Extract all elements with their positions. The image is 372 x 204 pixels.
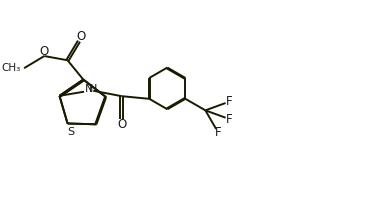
Text: O: O bbox=[117, 118, 126, 131]
Text: F: F bbox=[227, 95, 233, 108]
Text: S: S bbox=[67, 127, 74, 137]
Text: CH₃: CH₃ bbox=[1, 63, 20, 73]
Text: O: O bbox=[76, 30, 86, 43]
Text: N: N bbox=[84, 84, 93, 94]
Text: F: F bbox=[227, 113, 233, 126]
Text: H: H bbox=[89, 84, 97, 94]
Text: O: O bbox=[39, 45, 48, 58]
Text: F: F bbox=[215, 126, 222, 139]
